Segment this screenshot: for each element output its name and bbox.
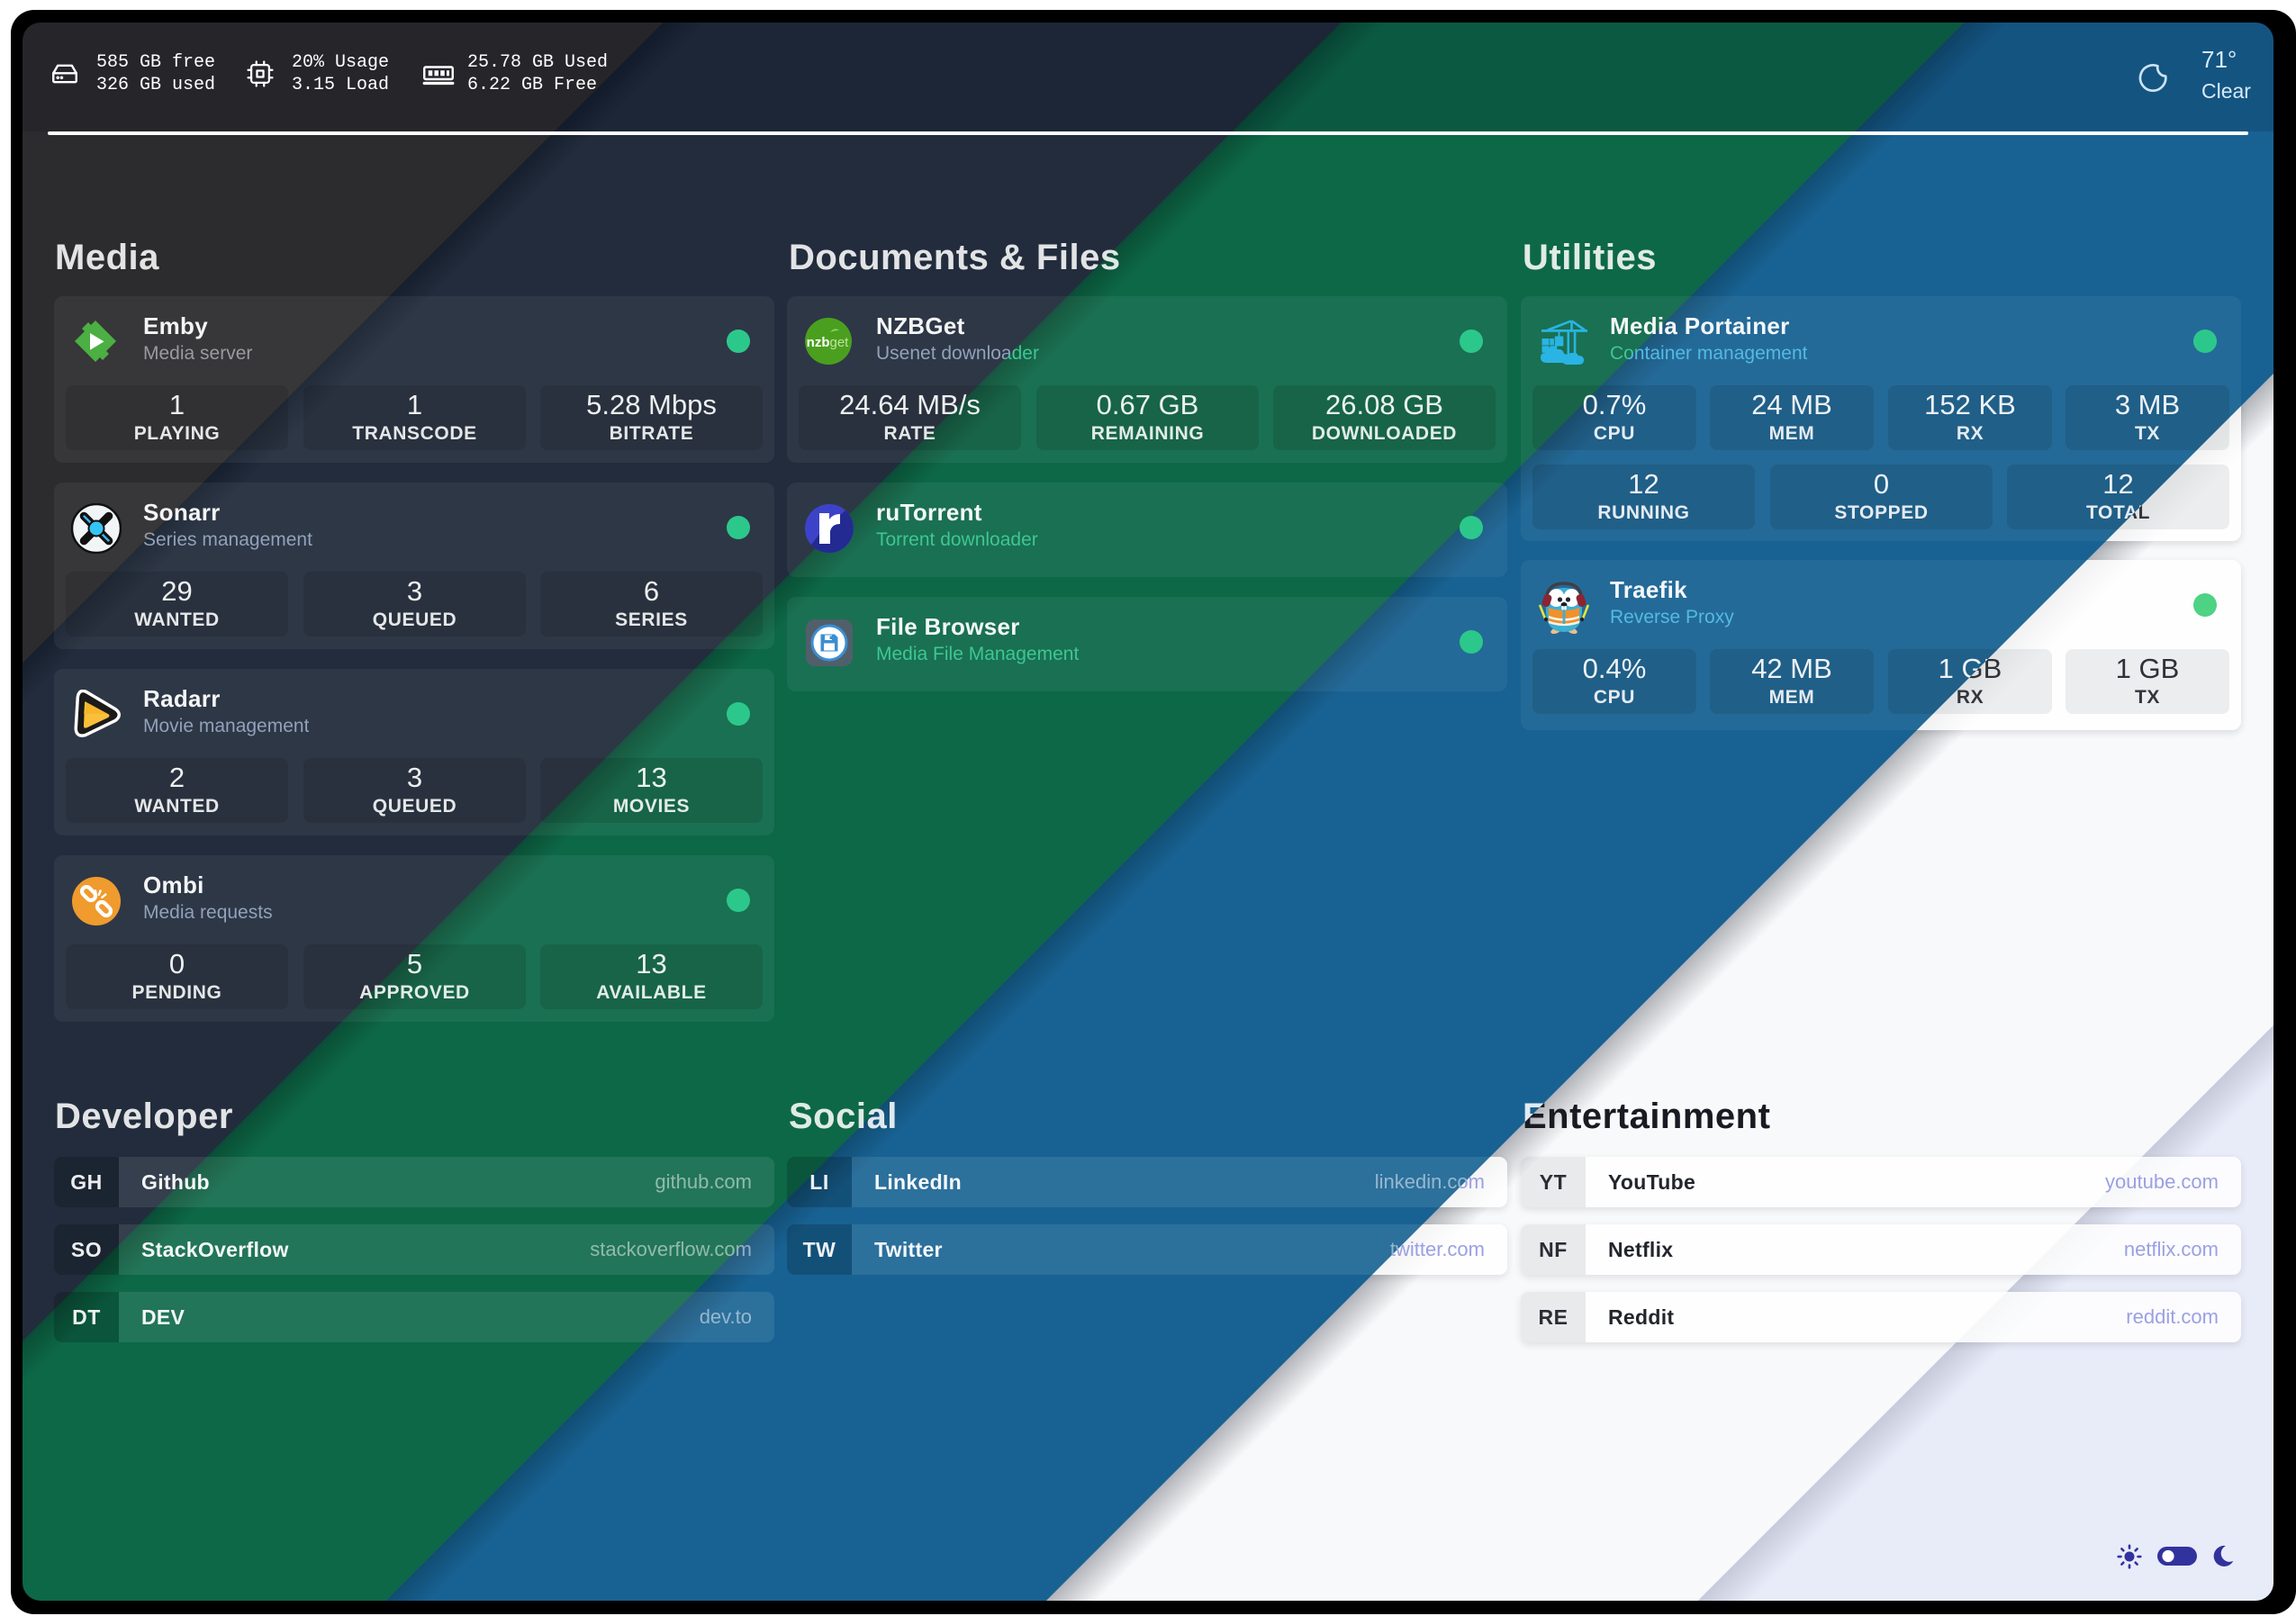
svg-text:nzbget: nzbget xyxy=(807,335,850,350)
